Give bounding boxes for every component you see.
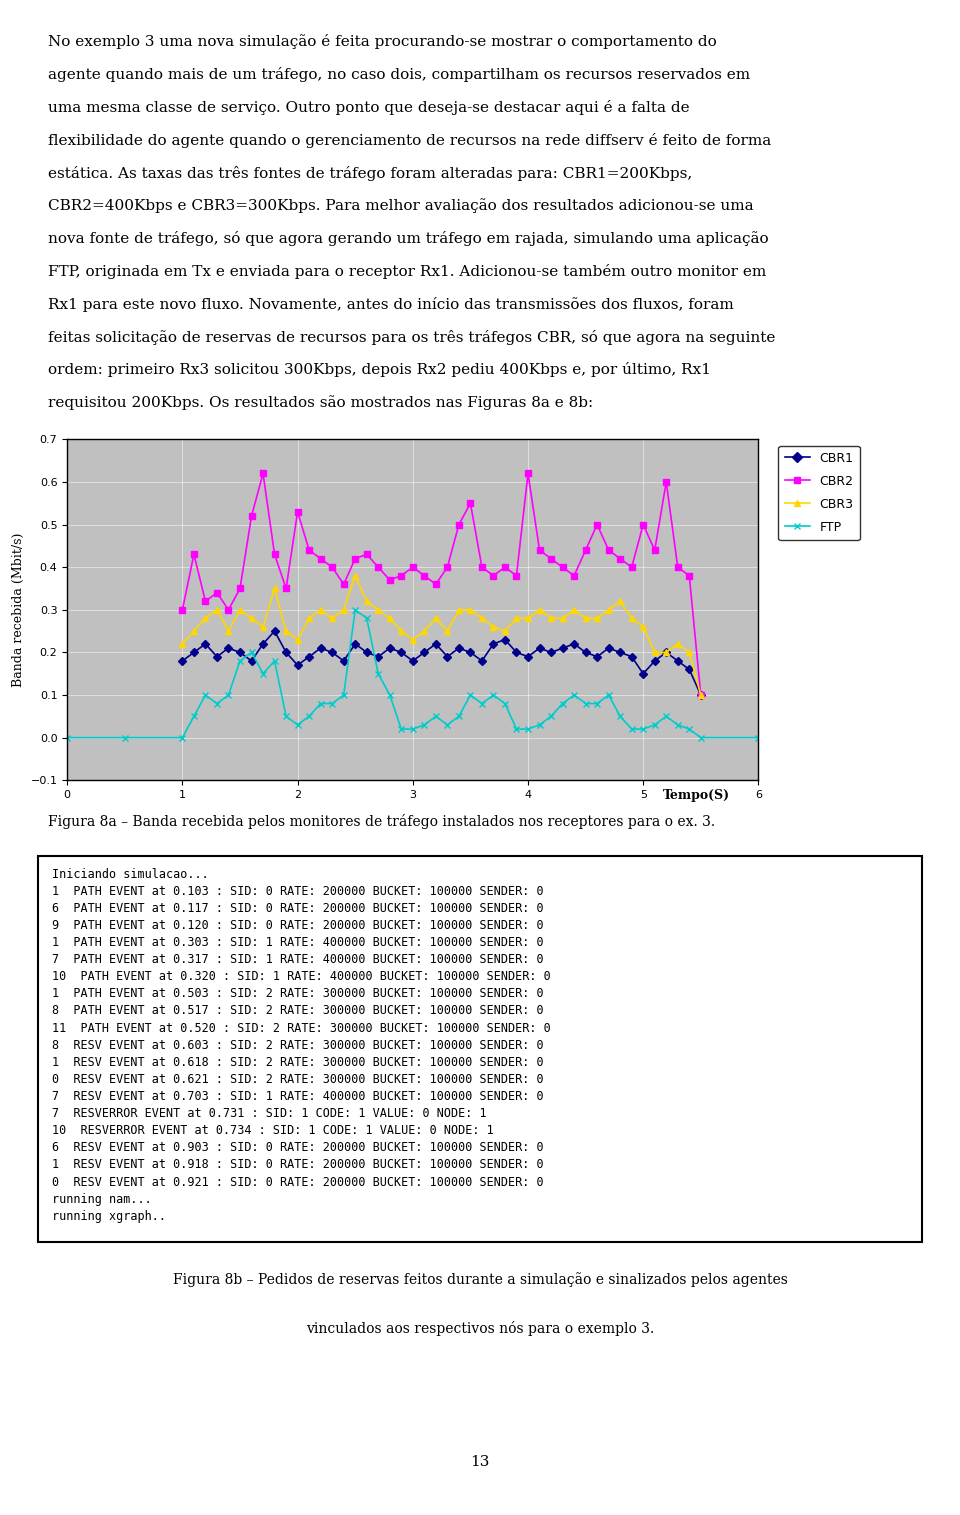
Text: 1  PATH EVENT at 0.503 : SID: 2 RATE: 300000 BUCKET: 100000 SENDER: 0: 1 PATH EVENT at 0.503 : SID: 2 RATE: 300… bbox=[52, 988, 543, 1000]
Text: 10  PATH EVENT at 0.320 : SID: 1 RATE: 400000 BUCKET: 100000 SENDER: 0: 10 PATH EVENT at 0.320 : SID: 1 RATE: 40… bbox=[52, 970, 550, 983]
Text: 9  PATH EVENT at 0.120 : SID: 0 RATE: 200000 BUCKET: 100000 SENDER: 0: 9 PATH EVENT at 0.120 : SID: 0 RATE: 200… bbox=[52, 920, 543, 932]
Text: 0  RESV EVENT at 0.621 : SID: 2 RATE: 300000 BUCKET: 100000 SENDER: 0: 0 RESV EVENT at 0.621 : SID: 2 RATE: 300… bbox=[52, 1073, 543, 1086]
Text: agente quando mais de um tráfego, no caso dois, compartilham os recursos reserva: agente quando mais de um tráfego, no cas… bbox=[48, 67, 750, 82]
Text: 6  PATH EVENT at 0.117 : SID: 0 RATE: 200000 BUCKET: 100000 SENDER: 0: 6 PATH EVENT at 0.117 : SID: 0 RATE: 200… bbox=[52, 901, 543, 915]
Text: vinculados aos respectivos nós para o exemplo 3.: vinculados aos respectivos nós para o ex… bbox=[306, 1321, 654, 1336]
Text: 7  RESVERROR EVENT at 0.731 : SID: 1 CODE: 1 VALUE: 0 NODE: 1: 7 RESVERROR EVENT at 0.731 : SID: 1 CODE… bbox=[52, 1107, 487, 1120]
Text: flexibilidade do agente quando o gerenciamento de recursos na rede diffserv é fe: flexibilidade do agente quando o gerenci… bbox=[48, 133, 771, 148]
Text: running xgraph..: running xgraph.. bbox=[52, 1210, 166, 1223]
Text: feitas solicitação de reservas de recursos para os três tráfegos CBR, só que ago: feitas solicitação de reservas de recurs… bbox=[48, 330, 776, 345]
Text: 0  RESV EVENT at 0.921 : SID: 0 RATE: 200000 BUCKET: 100000 SENDER: 0: 0 RESV EVENT at 0.921 : SID: 0 RATE: 200… bbox=[52, 1176, 543, 1189]
Text: Rx1 para este novo fluxo. Novamente, antes do início das transmissões dos fluxos: Rx1 para este novo fluxo. Novamente, ant… bbox=[48, 297, 733, 312]
Legend: CBR1, CBR2, CBR3, FTP: CBR1, CBR2, CBR3, FTP bbox=[779, 445, 860, 541]
Text: 6  RESV EVENT at 0.903 : SID: 0 RATE: 200000 BUCKET: 100000 SENDER: 0: 6 RESV EVENT at 0.903 : SID: 0 RATE: 200… bbox=[52, 1141, 543, 1154]
Text: 8  PATH EVENT at 0.517 : SID: 2 RATE: 300000 BUCKET: 100000 SENDER: 0: 8 PATH EVENT at 0.517 : SID: 2 RATE: 300… bbox=[52, 1004, 543, 1018]
Text: Figura 8b – Pedidos de reservas feitos durante a simulação e sinalizados pelos a: Figura 8b – Pedidos de reservas feitos d… bbox=[173, 1273, 787, 1286]
Text: Iniciando simulacao...: Iniciando simulacao... bbox=[52, 868, 208, 880]
Text: 13: 13 bbox=[470, 1454, 490, 1470]
Text: 1  PATH EVENT at 0.303 : SID: 1 RATE: 400000 BUCKET: 100000 SENDER: 0: 1 PATH EVENT at 0.303 : SID: 1 RATE: 400… bbox=[52, 936, 543, 948]
Text: 7  RESV EVENT at 0.703 : SID: 1 RATE: 400000 BUCKET: 100000 SENDER: 0: 7 RESV EVENT at 0.703 : SID: 1 RATE: 400… bbox=[52, 1089, 543, 1103]
Text: estática. As taxas das três fontes de tráfego foram alteradas para: CBR1=200Kbps: estática. As taxas das três fontes de tr… bbox=[48, 165, 692, 180]
Text: 11  PATH EVENT at 0.520 : SID: 2 RATE: 300000 BUCKET: 100000 SENDER: 0: 11 PATH EVENT at 0.520 : SID: 2 RATE: 30… bbox=[52, 1021, 550, 1035]
Text: 7  PATH EVENT at 0.317 : SID: 1 RATE: 400000 BUCKET: 100000 SENDER: 0: 7 PATH EVENT at 0.317 : SID: 1 RATE: 400… bbox=[52, 953, 543, 967]
Text: 1  RESV EVENT at 0.918 : SID: 0 RATE: 200000 BUCKET: 100000 SENDER: 0: 1 RESV EVENT at 0.918 : SID: 0 RATE: 200… bbox=[52, 1159, 543, 1171]
Text: 10  RESVERROR EVENT at 0.734 : SID: 1 CODE: 1 VALUE: 0 NODE: 1: 10 RESVERROR EVENT at 0.734 : SID: 1 COD… bbox=[52, 1124, 493, 1138]
Text: requisitou 200Kbps. Os resultados são mostrados nas Figuras 8a e 8b:: requisitou 200Kbps. Os resultados são mo… bbox=[48, 395, 593, 411]
Text: FTP, originada em Tx e enviada para o receptor Rx1. Adicionou-se também outro mo: FTP, originada em Tx e enviada para o re… bbox=[48, 264, 766, 279]
Text: No exemplo 3 uma nova simulação é feita procurando-se mostrar o comportamento do: No exemplo 3 uma nova simulação é feita … bbox=[48, 35, 717, 50]
Text: ordem: primeiro Rx3 solicitou 300Kbps, depois Rx2 pediu 400Kbps e, por último, R: ordem: primeiro Rx3 solicitou 300Kbps, d… bbox=[48, 362, 711, 377]
Text: Figura 8a – Banda recebida pelos monitores de tráfego instalados nos receptores : Figura 8a – Banda recebida pelos monitor… bbox=[48, 815, 715, 829]
Y-axis label: Banda recebida (Mbit/s): Banda recebida (Mbit/s) bbox=[12, 533, 25, 686]
Text: running nam...: running nam... bbox=[52, 1192, 152, 1206]
Text: uma mesma classe de serviço. Outro ponto que deseja-se destacar aqui é a falta d: uma mesma classe de serviço. Outro ponto… bbox=[48, 100, 689, 115]
Text: CBR2=400Kbps e CBR3=300Kbps. Para melhor avaliação dos resultados adicionou-se u: CBR2=400Kbps e CBR3=300Kbps. Para melhor… bbox=[48, 198, 754, 214]
Text: nova fonte de tráfego, só que agora gerando um tráfego em rajada, simulando uma : nova fonte de tráfego, só que agora gera… bbox=[48, 232, 769, 247]
Text: Tempo(S): Tempo(S) bbox=[662, 789, 730, 801]
Text: 1  RESV EVENT at 0.618 : SID: 2 RATE: 300000 BUCKET: 100000 SENDER: 0: 1 RESV EVENT at 0.618 : SID: 2 RATE: 300… bbox=[52, 1056, 543, 1068]
Text: 1  PATH EVENT at 0.103 : SID: 0 RATE: 200000 BUCKET: 100000 SENDER: 0: 1 PATH EVENT at 0.103 : SID: 0 RATE: 200… bbox=[52, 885, 543, 898]
Text: 8  RESV EVENT at 0.603 : SID: 2 RATE: 300000 BUCKET: 100000 SENDER: 0: 8 RESV EVENT at 0.603 : SID: 2 RATE: 300… bbox=[52, 1039, 543, 1051]
